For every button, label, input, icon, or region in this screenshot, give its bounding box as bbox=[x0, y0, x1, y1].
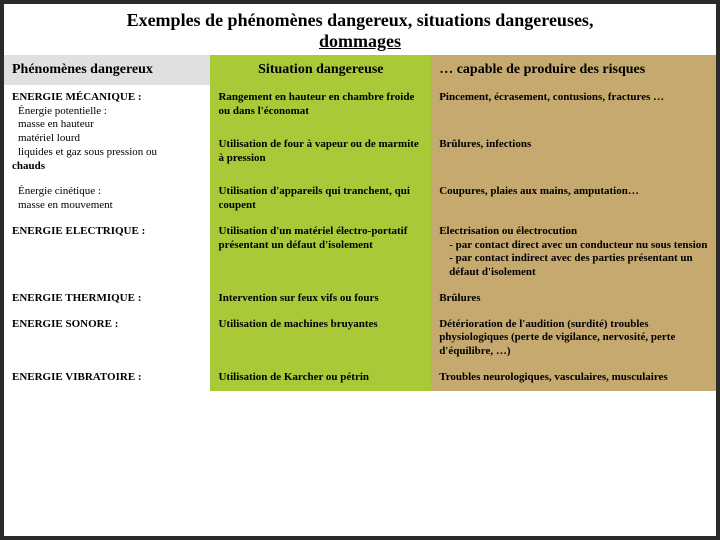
situation-cell: Utilisation d'appareils qui tranchent, q… bbox=[210, 179, 431, 219]
phenomenon-tail: chauds bbox=[12, 160, 45, 172]
situation-cell: Utilisation d'un matériel électro-portat… bbox=[210, 219, 431, 286]
situation-cell: Rangement en hauteur en chambre froide o… bbox=[210, 85, 431, 132]
table-row: ENERGIE VIBRATOIRE : Utilisation de Karc… bbox=[4, 365, 716, 391]
phenomenon-title: ENERGIE MÉCANIQUE : bbox=[12, 91, 142, 103]
page-title: Exemples de phénomènes dangereux, situat… bbox=[4, 4, 716, 55]
situation-cell: Intervention sur feux vifs ou fours bbox=[210, 286, 431, 312]
table-row: ENERGIE THERMIQUE : Intervention sur feu… bbox=[4, 286, 716, 312]
risk-cell: Coupures, plaies aux mains, amputation… bbox=[431, 179, 716, 219]
risk-cell: Détérioration de l'audition (surdité) tr… bbox=[431, 312, 716, 365]
phenomenon-title: ENERGIE VIBRATOIRE : bbox=[12, 371, 142, 383]
title-line-2: dommages bbox=[319, 31, 401, 51]
table-row: ENERGIE SONORE : Utilisation de machines… bbox=[4, 312, 716, 365]
table-header-row: Phénomènes dangereux Situation dangereus… bbox=[4, 55, 716, 85]
phenomenon-title: ENERGIE THERMIQUE : bbox=[12, 292, 141, 304]
table-row: ENERGIE ELECTRIQUE : Utilisation d'un ma… bbox=[4, 219, 716, 286]
risk-cell: Troubles neurologiques, vasculaires, mus… bbox=[431, 365, 716, 391]
col-header-risques: … capable de produire des risques bbox=[431, 55, 716, 85]
phenomenon-sub: Énergie potentielle : masse en hauteur m… bbox=[12, 105, 202, 160]
risk-cell: Electrisation ou électrocution - par con… bbox=[431, 219, 716, 286]
risk-cell: Brûlures, infections bbox=[431, 132, 716, 179]
col-header-phenomenes: Phénomènes dangereux bbox=[4, 55, 210, 85]
risk-cell: Pincement, écrasement, contusions, fract… bbox=[431, 85, 716, 132]
table-row: ENERGIE MÉCANIQUE : Énergie potentielle … bbox=[4, 85, 716, 132]
risk-cell: Brûlures bbox=[431, 286, 716, 312]
phenomenon-title: ENERGIE SONORE : bbox=[12, 318, 118, 330]
hazard-table: Phénomènes dangereux Situation dangereus… bbox=[4, 55, 716, 390]
situation-cell: Utilisation de machines bruyantes bbox=[210, 312, 431, 365]
table-row: Énergie cinétique : masse en mouvement U… bbox=[4, 179, 716, 219]
risk-line: - par contact direct avec un conducteur … bbox=[439, 239, 708, 253]
phenomenon-sub: Énergie cinétique : masse en mouvement bbox=[12, 185, 202, 213]
title-line-1: Exemples de phénomènes dangereux, situat… bbox=[127, 10, 594, 30]
risk-line: - par contact indirect avec des parties … bbox=[439, 252, 708, 280]
phenomenon-title: ENERGIE ELECTRIQUE : bbox=[12, 225, 145, 237]
risk-main: Electrisation ou électrocution bbox=[439, 225, 577, 237]
situation-cell: Utilisation de Karcher ou pétrin bbox=[210, 365, 431, 391]
col-header-situation: Situation dangereuse bbox=[210, 55, 431, 85]
situation-cell: Utilisation de four à vapeur ou de marmi… bbox=[210, 132, 431, 179]
